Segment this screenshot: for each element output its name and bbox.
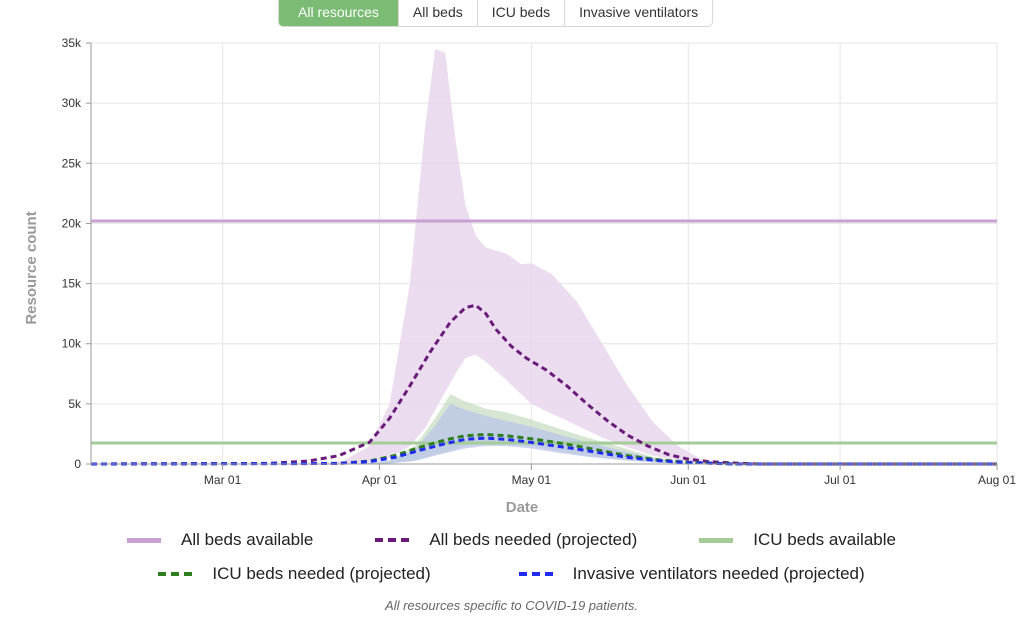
y-tick-label: 30k <box>62 96 82 110</box>
legend-row-2: ICU beds needed (projected) Invasive ven… <box>0 560 1023 588</box>
y-tick-label: 0 <box>74 457 81 471</box>
x-tick-label: Apr 01 <box>362 473 398 487</box>
tab-icu-beds[interactable]: ICU beds <box>476 0 564 26</box>
legend-swatch-icu-beds-available <box>699 537 734 543</box>
legend-item-icu-beds-needed[interactable]: ICU beds needed (projected) <box>158 564 431 584</box>
legend-label: Invasive ventilators needed (projected) <box>572 564 865 583</box>
y-tick-label: 25k <box>62 156 82 170</box>
tab-invasive-ventilators[interactable]: Invasive ventilators <box>564 0 712 26</box>
y-tick-label: 35k <box>62 36 82 50</box>
uncertainty-band <box>359 403 689 464</box>
legend-item-all-beds-needed[interactable]: All beds needed (projected) <box>375 530 637 550</box>
legend-item-ventilators-needed[interactable]: Invasive ventilators needed (projected) <box>518 564 865 584</box>
y-axis-label: Resource count <box>23 211 40 324</box>
x-tick-label: May 01 <box>512 473 552 487</box>
legend-label: ICU beds available <box>753 530 896 549</box>
x-axis-label: Date <box>506 499 539 516</box>
resource-chart: 0 5k 10k 15k 20k 25k 30k 35k Mar 01 Apr 01 May 01 J… <box>23 36 1017 516</box>
legend-label: ICU beds needed (projected) <box>212 564 431 583</box>
legend-item-icu-beds-available[interactable]: ICU beds available <box>699 530 896 550</box>
legend: All beds available All beds needed (proj… <box>0 526 1023 594</box>
x-tick-label: Mar 01 <box>204 473 242 487</box>
series-line <box>90 303 997 466</box>
chart-caption: All resources specific to COVID-19 patie… <box>385 598 638 613</box>
uncertainty-bands <box>318 49 734 464</box>
tab-all-resources[interactable]: All resources <box>279 0 398 26</box>
y-tick-label: 5k <box>68 397 82 411</box>
uncertainty-band <box>318 49 734 464</box>
x-tick-label: Jun 01 <box>670 473 706 487</box>
y-tick-label: 10k <box>62 337 82 351</box>
legend-swatch-all-beds-available <box>127 537 162 543</box>
series-lines <box>90 303 997 466</box>
legend-label: All beds available <box>181 530 314 549</box>
resource-tabs: All resources All beds ICU beds Invasive… <box>278 0 714 27</box>
legend-label: All beds needed (projected) <box>429 530 638 549</box>
y-tick-label: 20k <box>62 216 82 230</box>
tab-all-beds[interactable]: All beds <box>397 0 477 26</box>
x-tick-label: Jul 01 <box>824 473 856 487</box>
y-tick-label: 15k <box>62 277 82 291</box>
legend-row-1: All beds available All beds needed (proj… <box>0 526 1023 554</box>
legend-swatch-ventilators-needed <box>518 572 553 576</box>
legend-item-all-beds-available[interactable]: All beds available <box>127 530 313 550</box>
legend-swatch-all-beds-needed <box>375 538 410 542</box>
axes: 0 5k 10k 15k 20k 25k 30k 35k Mar 01 Apr 01 May 01 J… <box>62 36 1017 487</box>
x-tick-label: Aug 01 <box>978 473 1016 487</box>
legend-swatch-icu-beds-needed <box>158 572 193 576</box>
series-line <box>90 433 997 466</box>
